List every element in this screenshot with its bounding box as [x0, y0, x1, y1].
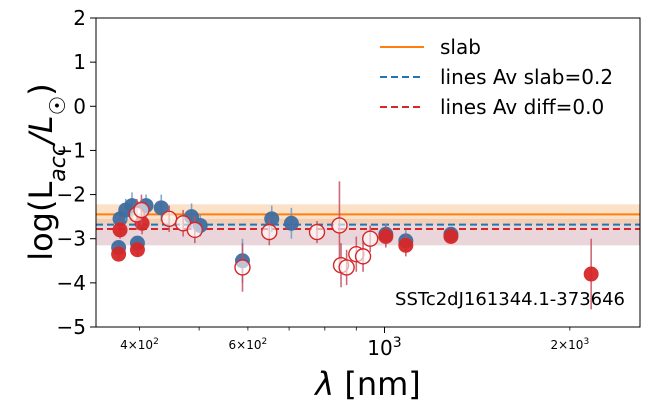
x-tick-label-major: 103 — [367, 335, 401, 360]
data-point-open — [234, 259, 251, 276]
plot-area-frame — [95, 17, 641, 328]
data-point — [129, 242, 145, 258]
data-point-open — [133, 201, 150, 219]
x-tick-label-minor: 4×102 — [120, 337, 159, 352]
data-point-open — [261, 223, 278, 241]
y-tick-label: −4 — [57, 271, 86, 295]
annotation-label: SSTc2dJ161344.1-373646 — [395, 289, 625, 310]
data-point — [111, 246, 127, 262]
y-tick-label: −3 — [57, 227, 86, 251]
x-tick-label-minor: 2×103 — [550, 337, 589, 352]
data-point — [264, 211, 280, 227]
legend: slab lines Av slab=0.2 lines Av diff=0.0 — [380, 35, 613, 119]
legend-label: lines Av diff=0.0 — [440, 95, 604, 119]
data-point — [378, 229, 394, 245]
data-point — [443, 229, 459, 245]
data-point — [583, 266, 599, 282]
data-point-open — [186, 221, 204, 239]
x-axis-ticks: 103 4×102 6×102 2×103 — [120, 327, 589, 360]
data-point-open — [354, 248, 372, 265]
data-point-open — [338, 259, 355, 276]
data-point-open — [331, 217, 348, 234]
data-point — [283, 215, 299, 231]
y-tick-label: 0 — [73, 94, 86, 118]
legend-label: lines Av slab=0.2 — [440, 65, 613, 89]
data-points — [111, 181, 599, 310]
y-axis-ticks: 2 1 0 −1 −2 −3 −4 −5 — [57, 6, 96, 339]
data-point-open — [308, 223, 326, 241]
x-tick-label-minor: 6×102 — [229, 337, 268, 352]
legend-label: slab — [440, 35, 481, 59]
y-tick-label: −5 — [57, 315, 86, 339]
x-axis-label: λ [nm] — [313, 365, 421, 403]
data-point — [398, 237, 414, 253]
y-tick-label: 2 — [73, 6, 86, 30]
data-point — [112, 222, 128, 238]
y-tick-label: −2 — [57, 183, 86, 207]
data-point-open — [160, 210, 178, 228]
data-point — [153, 200, 169, 216]
data-point-open — [362, 230, 379, 247]
y-tick-label: 1 — [73, 50, 86, 74]
y-tick-label: −1 — [57, 138, 86, 162]
y-axis-label: log(Lacc/L☉) — [22, 83, 71, 261]
